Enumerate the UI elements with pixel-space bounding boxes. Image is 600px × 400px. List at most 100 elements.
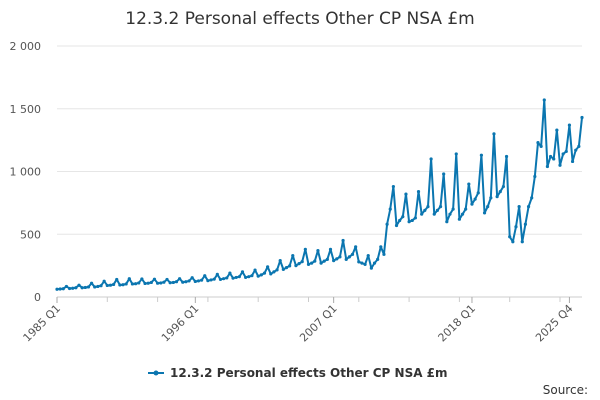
- data-point[interactable]: [244, 275, 248, 280]
- data-point[interactable]: [190, 276, 194, 280]
- data-point[interactable]: [558, 163, 562, 167]
- data-point[interactable]: [168, 281, 172, 285]
- data-point[interactable]: [288, 264, 292, 268]
- data-point[interactable]: [423, 208, 427, 213]
- data-point[interactable]: [363, 262, 367, 266]
- data-point[interactable]: [203, 274, 207, 278]
- data-point[interactable]: [382, 252, 386, 256]
- data-point[interactable]: [294, 264, 298, 268]
- data-point[interactable]: [552, 157, 556, 161]
- data-point[interactable]: [354, 245, 358, 249]
- data-point[interactable]: [454, 152, 458, 156]
- data-point[interactable]: [467, 182, 471, 186]
- data-point[interactable]: [80, 286, 84, 290]
- data-point[interactable]: [146, 281, 150, 285]
- data-point[interactable]: [539, 144, 543, 148]
- data-point[interactable]: [86, 285, 91, 289]
- data-point[interactable]: [376, 257, 380, 261]
- data-point[interactable]: [127, 277, 131, 281]
- data-point[interactable]: [250, 274, 254, 278]
- data-point[interactable]: [328, 247, 333, 251]
- data-point[interactable]: [74, 286, 78, 290]
- data-point[interactable]: [319, 261, 323, 265]
- data-point[interactable]: [165, 277, 169, 282]
- data-point[interactable]: [548, 154, 553, 159]
- data-point[interactable]: [237, 275, 241, 279]
- data-point[interactable]: [133, 282, 138, 286]
- data-point[interactable]: [498, 189, 502, 194]
- data-point[interactable]: [325, 257, 329, 261]
- data-point[interactable]: [520, 240, 524, 244]
- data-point[interactable]: [55, 287, 59, 291]
- data-point[interactable]: [316, 248, 320, 253]
- data-point[interactable]: [58, 287, 62, 291]
- data-point[interactable]: [275, 268, 279, 272]
- data-point[interactable]: [218, 277, 223, 282]
- data-point[interactable]: [511, 240, 515, 244]
- data-point[interactable]: [83, 285, 87, 290]
- data-point[interactable]: [401, 215, 405, 219]
- data-point[interactable]: [178, 277, 182, 281]
- data-point[interactable]: [561, 152, 565, 156]
- data-point[interactable]: [344, 257, 348, 261]
- data-point[interactable]: [517, 205, 521, 209]
- data-point[interactable]: [130, 282, 135, 286]
- data-point[interactable]: [533, 174, 537, 179]
- data-point[interactable]: [196, 279, 201, 283]
- data-point[interactable]: [426, 205, 430, 209]
- data-point[interactable]: [152, 277, 157, 281]
- data-point[interactable]: [193, 279, 197, 284]
- data-point[interactable]: [234, 275, 238, 280]
- data-point[interactable]: [262, 271, 267, 275]
- data-point[interactable]: [404, 192, 408, 196]
- data-point[interactable]: [108, 283, 113, 287]
- data-point[interactable]: [486, 205, 490, 209]
- data-point[interactable]: [451, 207, 455, 211]
- data-point[interactable]: [171, 280, 175, 285]
- data-point[interactable]: [420, 212, 424, 216]
- data-point[interactable]: [338, 255, 342, 259]
- data-point[interactable]: [206, 279, 210, 283]
- data-point[interactable]: [222, 277, 226, 281]
- data-point[interactable]: [555, 128, 559, 132]
- data-point[interactable]: [140, 277, 144, 281]
- data-point[interactable]: [67, 286, 72, 291]
- data-point[interactable]: [574, 148, 578, 152]
- data-point[interactable]: [372, 261, 377, 265]
- data-point[interactable]: [504, 154, 509, 159]
- data-point[interactable]: [379, 245, 383, 249]
- data-point[interactable]: [124, 282, 128, 286]
- data-point[interactable]: [492, 132, 496, 136]
- data-point[interactable]: [410, 218, 414, 223]
- data-point[interactable]: [570, 159, 575, 164]
- data-point[interactable]: [530, 196, 534, 200]
- data-point[interactable]: [215, 272, 219, 277]
- data-point[interactable]: [291, 253, 295, 258]
- data-point[interactable]: [394, 223, 399, 228]
- data-point[interactable]: [71, 286, 75, 290]
- data-point[interactable]: [457, 217, 461, 221]
- data-point[interactable]: [445, 220, 449, 224]
- data-point[interactable]: [155, 281, 160, 285]
- data-point[interactable]: [545, 164, 550, 169]
- data-point[interactable]: [278, 259, 282, 263]
- data-point[interactable]: [306, 262, 311, 266]
- data-point[interactable]: [501, 184, 506, 189]
- data-point[interactable]: [102, 279, 106, 283]
- data-point[interactable]: [567, 123, 572, 127]
- data-point[interactable]: [448, 212, 452, 216]
- data-point[interactable]: [137, 281, 141, 285]
- data-point[interactable]: [482, 211, 487, 215]
- data-point[interactable]: [523, 222, 528, 226]
- data-point[interactable]: [300, 260, 304, 264]
- data-point[interactable]: [162, 280, 166, 284]
- data-point[interactable]: [322, 259, 326, 263]
- data-point[interactable]: [256, 274, 260, 278]
- data-point[interactable]: [259, 273, 263, 277]
- data-point[interactable]: [536, 141, 540, 145]
- data-point[interactable]: [159, 281, 163, 285]
- data-point[interactable]: [514, 225, 518, 229]
- data-point[interactable]: [187, 279, 191, 283]
- data-point[interactable]: [105, 283, 109, 288]
- data-point[interactable]: [564, 149, 568, 154]
